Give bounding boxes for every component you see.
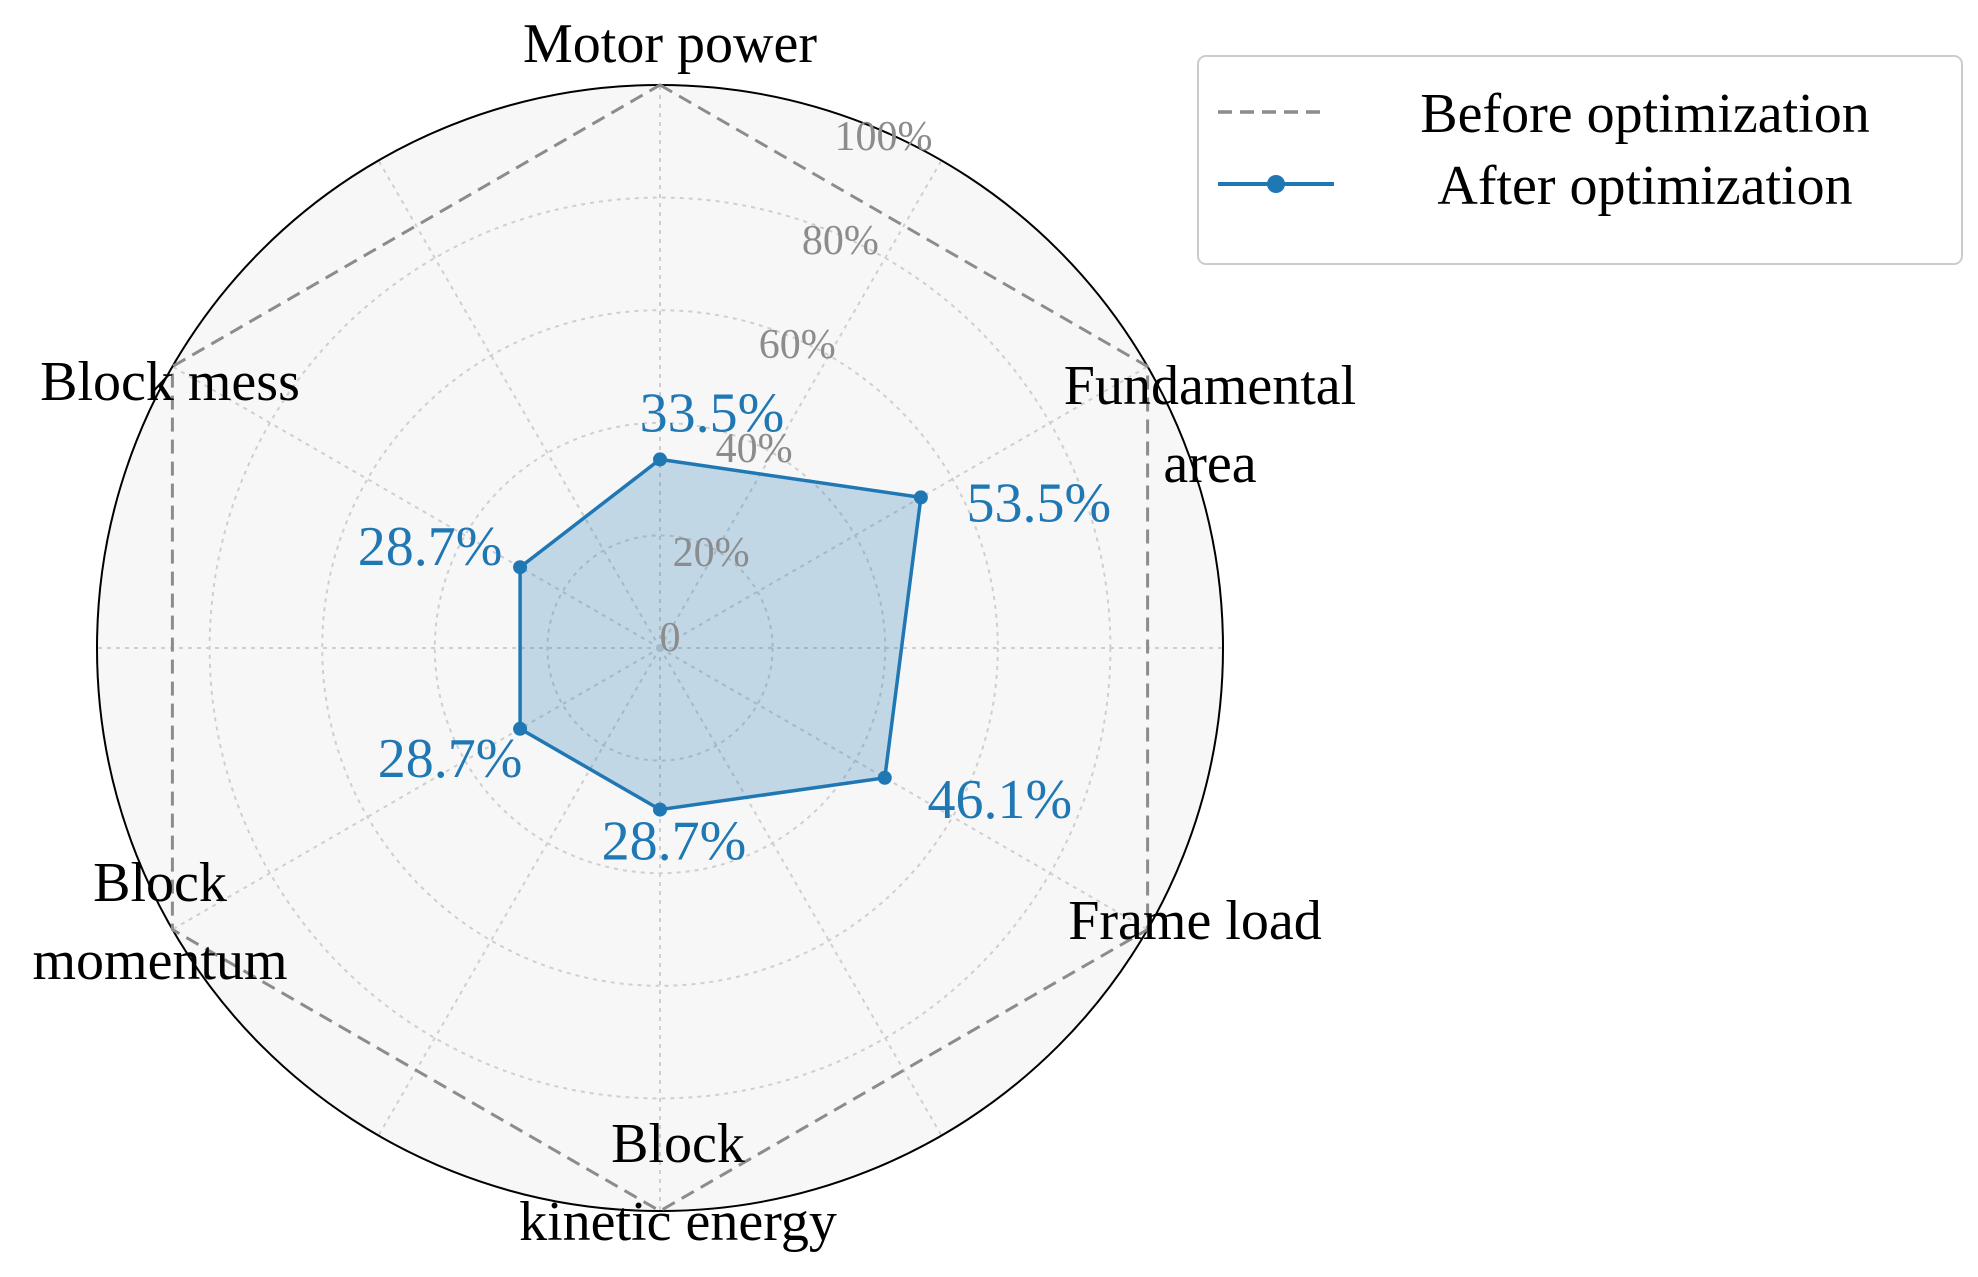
data-label: 28.7%: [602, 811, 747, 873]
r-tick-label: 80%: [802, 218, 879, 264]
data-point: [877, 770, 892, 785]
grid-spoke: [377, 647, 661, 1137]
data-label: 33.5%: [640, 382, 785, 444]
grid-spoke: [659, 647, 1149, 931]
category-label: Fundamental: [1064, 355, 1356, 417]
category-label: Block: [93, 852, 227, 914]
r-tick-label: 100%: [834, 114, 932, 160]
category-label: Motor power: [523, 13, 817, 75]
grid-layer: [96, 84, 1224, 1212]
category-label: Block: [611, 1113, 745, 1175]
series-line-before: [170, 83, 1150, 1213]
legend-box: [1197, 55, 1963, 265]
data-point: [913, 490, 928, 505]
legend: Before optimization After optimization: [1197, 55, 1963, 265]
category-label: area: [1163, 433, 1256, 495]
legend-label: Before optimization: [1420, 83, 1869, 145]
legend-label: After optimization: [1437, 155, 1852, 217]
grid-spoke: [659, 159, 943, 649]
grid-spoke: [659, 365, 1149, 649]
label-layer: 0 20% 40% 60% 80% 100% 33.5% 53.5% 46.1% 28.7% 28.…: [32, 13, 1356, 1253]
data-label: 28.7%: [378, 728, 523, 790]
data-label: 53.5%: [967, 472, 1112, 534]
r-tick-label: 20%: [673, 530, 750, 576]
series-layer: [170, 83, 1150, 1213]
grid-spoke: [171, 365, 661, 649]
r-tick-label: 40%: [716, 426, 793, 472]
data-point: [513, 560, 528, 575]
r-tick-label: 60%: [759, 322, 836, 368]
grid-spoke: [659, 647, 943, 1137]
data-label: 46.1%: [927, 769, 1072, 831]
category-label: kinetic energy: [519, 1191, 837, 1253]
grid-spoke: [171, 647, 661, 931]
data-point: [653, 802, 667, 817]
r-tick-label: 0: [660, 615, 681, 661]
legend-marker: [1267, 175, 1285, 193]
category-label: momentum: [32, 930, 287, 992]
category-label: Block mess: [40, 351, 300, 413]
grid-spoke: [377, 159, 661, 649]
grid-circle: [321, 309, 999, 987]
grid-circle: [546, 534, 774, 762]
data-label: 28.7%: [358, 516, 503, 578]
data-point: [653, 452, 667, 467]
category-label: Frame load: [1068, 890, 1321, 952]
series-area-after: [520, 459, 921, 810]
data-point: [513, 721, 528, 736]
